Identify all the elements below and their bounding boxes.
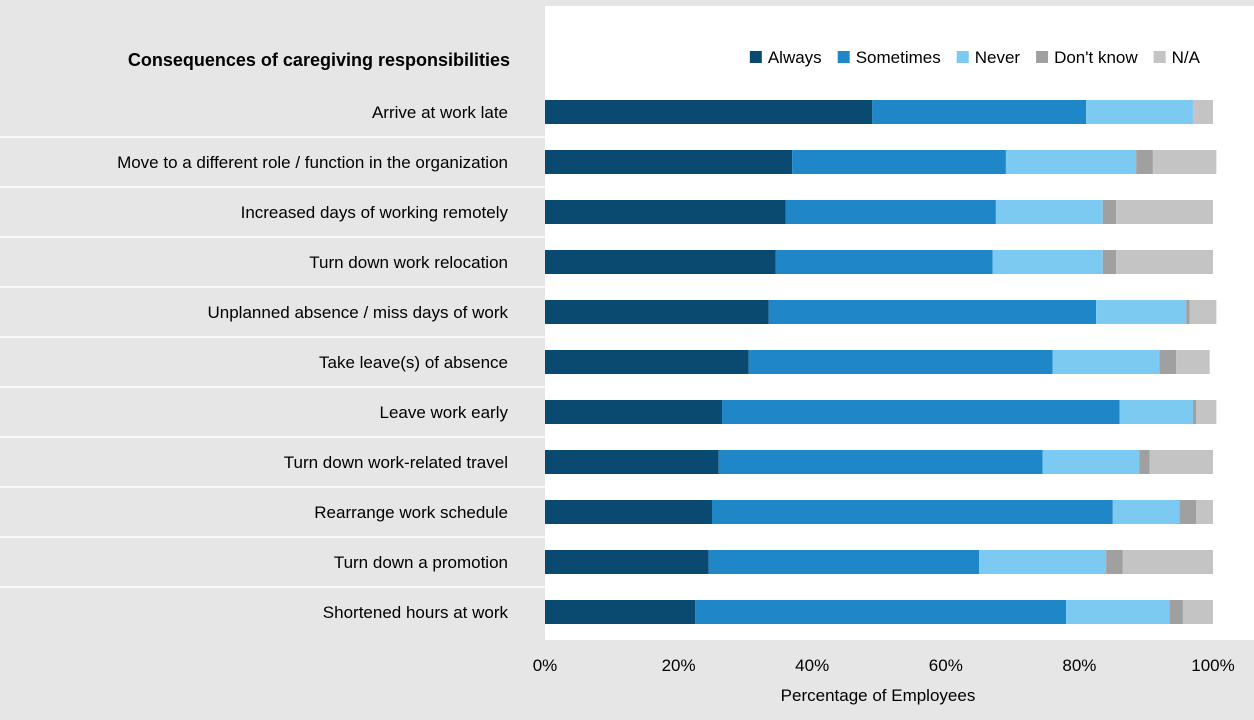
bar-segment-don-t-know bbox=[1179, 500, 1197, 524]
legend-swatch bbox=[837, 51, 850, 63]
bar-segment-always bbox=[545, 150, 793, 174]
bar-segment-sometimes bbox=[722, 400, 1120, 424]
x-tick-label: 0% bbox=[533, 656, 558, 675]
legend-swatch bbox=[1036, 51, 1049, 63]
category-label: Take leave(s) of absence bbox=[319, 353, 508, 372]
legend-swatch bbox=[749, 51, 762, 63]
bar-segment-n-a bbox=[1116, 250, 1213, 274]
category-label: Shortened hours at work bbox=[323, 603, 509, 622]
bar-segment-don-t-know bbox=[1139, 450, 1150, 474]
category-label: Rearrange work schedule bbox=[314, 503, 508, 522]
bar-segment-always bbox=[545, 600, 696, 624]
bar-segment-n-a bbox=[1122, 550, 1213, 574]
bar-segment-never bbox=[992, 250, 1103, 274]
bar-segment-never bbox=[1119, 400, 1193, 424]
bar-segment-sometimes bbox=[712, 500, 1113, 524]
bar-segment-n-a bbox=[1149, 450, 1213, 474]
chart-title: Consequences of caregiving responsibilit… bbox=[128, 50, 510, 70]
bar-segment-never bbox=[1042, 450, 1140, 474]
x-tick-label: 40% bbox=[795, 656, 829, 675]
legend-label: Always bbox=[768, 48, 822, 67]
legend: Always Sometimes Never Don't know N/A bbox=[749, 48, 1201, 67]
bar-segment-always bbox=[545, 550, 709, 574]
legend-label: Don't know bbox=[1054, 48, 1138, 67]
legend-label: Never bbox=[975, 48, 1021, 67]
category-label: Unplanned absence / miss days of work bbox=[208, 303, 509, 322]
bar-segment-always bbox=[545, 450, 719, 474]
bar-segment-always bbox=[545, 250, 776, 274]
bar-segment-don-t-know bbox=[1192, 400, 1197, 424]
bar-segment-don-t-know bbox=[1102, 200, 1117, 224]
legend-label: N/A bbox=[1172, 48, 1201, 67]
bar-segment-always bbox=[545, 400, 723, 424]
x-tick-label: 60% bbox=[929, 656, 963, 675]
bar-segment-n-a bbox=[1192, 100, 1213, 124]
bar-segment-never bbox=[1112, 500, 1180, 524]
x-tick-label: 20% bbox=[662, 656, 696, 675]
bar-segment-always bbox=[545, 200, 786, 224]
bar-segment-sometimes bbox=[792, 150, 1006, 174]
bar-segment-always bbox=[545, 350, 749, 374]
bar-segment-always bbox=[545, 100, 873, 124]
legend-label: Sometimes bbox=[856, 48, 941, 67]
row-separators bbox=[0, 136, 1254, 588]
category-label: Turn down a promotion bbox=[334, 553, 508, 572]
bar-segment-never bbox=[1086, 100, 1193, 124]
bar-segment-sometimes bbox=[768, 300, 1097, 324]
x-tick-label: 100% bbox=[1191, 656, 1234, 675]
bar-segment-n-a bbox=[1182, 600, 1213, 624]
bar-segment-don-t-know bbox=[1159, 350, 1177, 374]
bar-segment-sometimes bbox=[785, 200, 996, 224]
bars bbox=[545, 100, 1217, 624]
x-axis: 0% 20% 40% 60% 80% 100% bbox=[533, 656, 1235, 675]
legend-swatch bbox=[956, 51, 969, 63]
bar-segment-never bbox=[1066, 600, 1170, 624]
bar-segment-never bbox=[1052, 350, 1160, 374]
bar-segment-n-a bbox=[1176, 350, 1210, 374]
category-label: Move to a different role / function in t… bbox=[117, 153, 508, 172]
bar-segment-always bbox=[545, 500, 712, 524]
bar-segment-never bbox=[1005, 150, 1137, 174]
bar-segment-n-a bbox=[1152, 150, 1217, 174]
x-axis-label: Percentage of Employees bbox=[781, 686, 976, 705]
bar-segment-sometimes bbox=[748, 350, 1053, 374]
bar-segment-don-t-know bbox=[1136, 150, 1153, 174]
bar-segment-always bbox=[545, 300, 769, 324]
category-label: Turn down work-related travel bbox=[284, 453, 508, 472]
bar-segment-never bbox=[995, 200, 1103, 224]
bar-segment-don-t-know bbox=[1169, 600, 1183, 624]
bar-segment-don-t-know bbox=[1106, 550, 1123, 574]
x-tick-label: 80% bbox=[1062, 656, 1096, 675]
bar-segment-n-a bbox=[1189, 300, 1217, 324]
bar-segment-n-a bbox=[1116, 200, 1213, 224]
bar-segment-don-t-know bbox=[1102, 250, 1117, 274]
bar-segment-n-a bbox=[1196, 400, 1217, 424]
category-label: Increased days of working remotely bbox=[241, 203, 509, 222]
bar-segment-sometimes bbox=[718, 450, 1043, 474]
category-label: Turn down work relocation bbox=[309, 253, 508, 272]
bar-segment-don-t-know bbox=[1186, 300, 1190, 324]
legend-swatch bbox=[1153, 51, 1166, 63]
category-label: Arrive at work late bbox=[372, 103, 508, 122]
category-label: Leave work early bbox=[379, 403, 508, 422]
bar-segment-never bbox=[979, 550, 1107, 574]
bar-segment-never bbox=[1096, 300, 1187, 324]
bar-segment-sometimes bbox=[775, 250, 993, 274]
bar-segment-n-a bbox=[1196, 500, 1213, 524]
bar-segment-sometimes bbox=[708, 550, 980, 574]
bar-segment-sometimes bbox=[695, 600, 1067, 624]
category-labels: Arrive at work late Move to a different r… bbox=[117, 103, 508, 622]
bar-segment-sometimes bbox=[872, 100, 1087, 124]
